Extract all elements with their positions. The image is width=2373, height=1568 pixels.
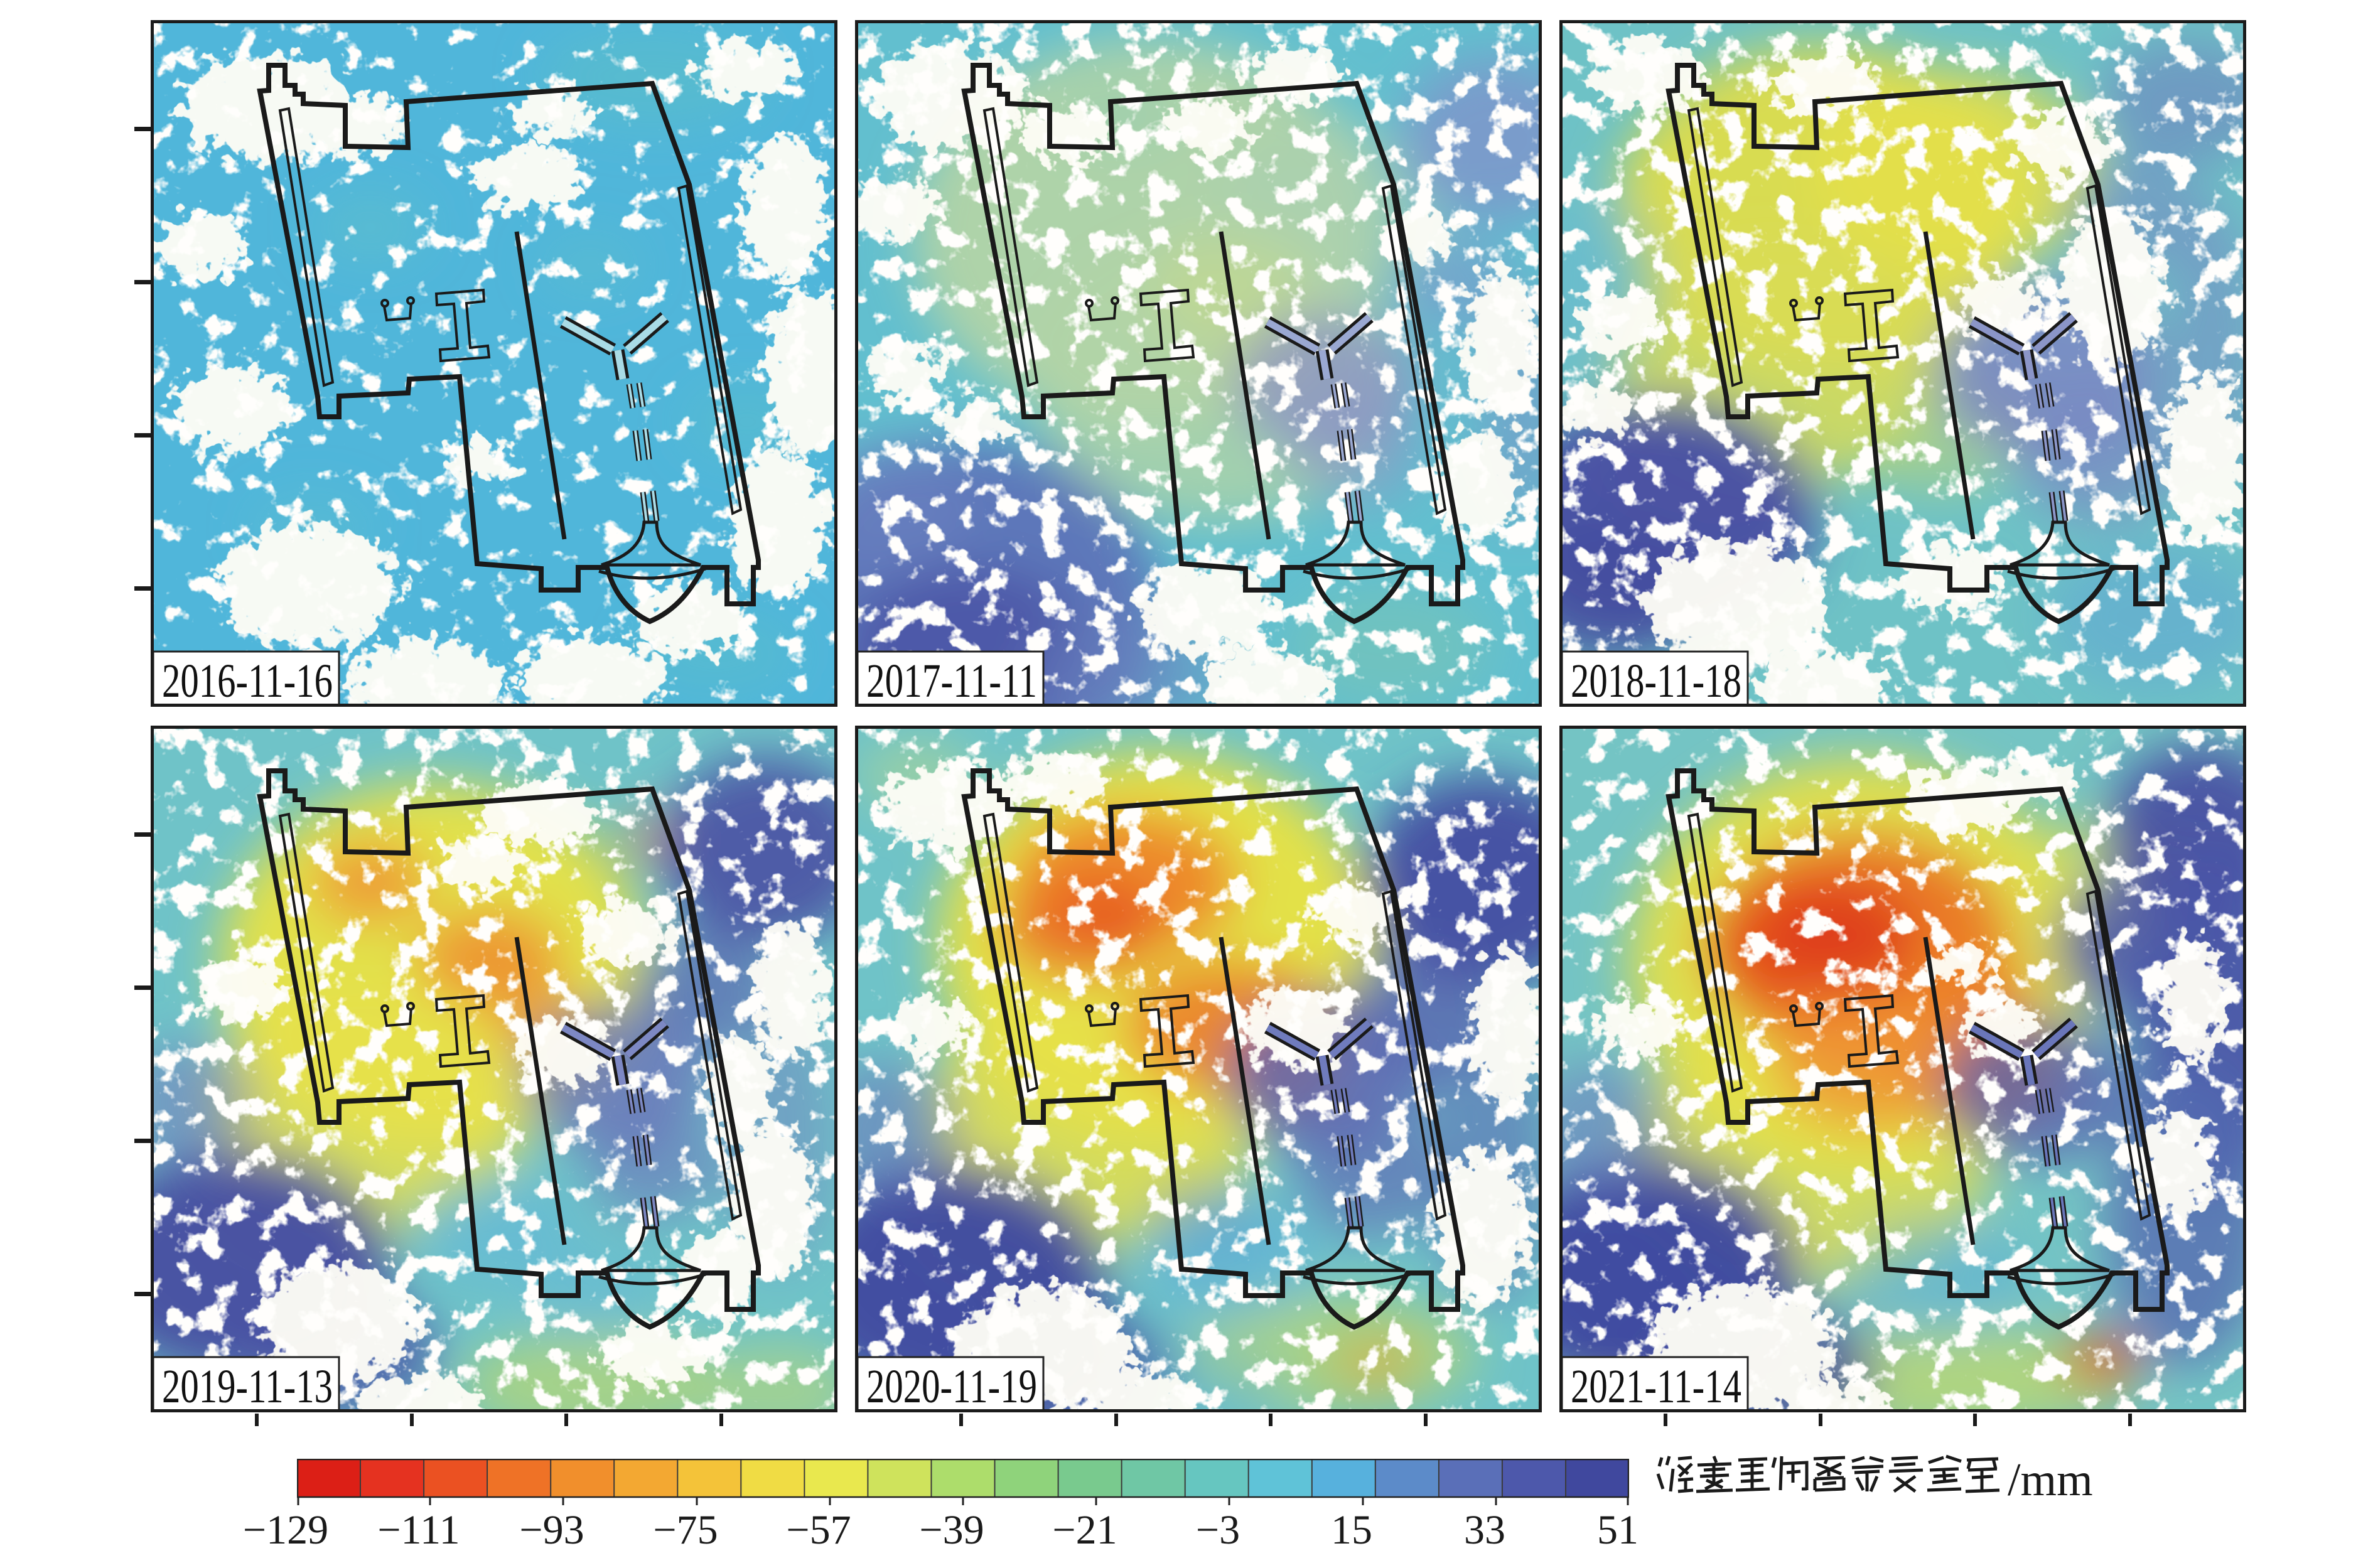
svg-text:2017-11-11: 2017-11-11: [866, 655, 1037, 707]
svg-text:2018-11-18: 2018-11-18: [1571, 655, 1741, 707]
svg-text:2019-11-13: 2019-11-13: [162, 1360, 333, 1412]
svg-text:/mm: /mm: [2008, 1454, 2093, 1506]
svg-text:2016-11-16: 2016-11-16: [162, 655, 333, 707]
svg-text:2021-11-14: 2021-11-14: [1571, 1360, 1741, 1412]
svg-text:2020-11-19: 2020-11-19: [866, 1360, 1037, 1412]
